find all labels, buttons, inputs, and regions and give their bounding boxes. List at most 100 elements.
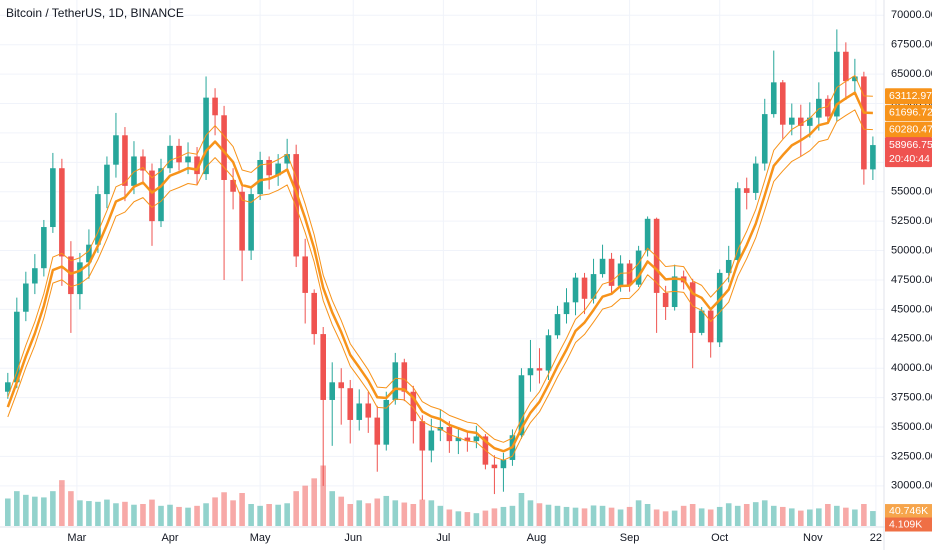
volume-bar [302, 485, 308, 526]
price-label-box [885, 137, 932, 168]
candle-body [635, 250, 642, 285]
candle-body [131, 156, 137, 186]
candle-body [113, 135, 119, 165]
candle-body [50, 168, 56, 228]
volume-label: 40.746K [889, 505, 928, 517]
candle-body [401, 362, 408, 392]
volume-bar [653, 509, 660, 526]
candle-body [95, 194, 101, 245]
y-tick-label: 52500.00 [891, 215, 932, 227]
x-tick-label: Jul [436, 532, 450, 544]
volume-bar [32, 496, 38, 526]
volume-bar [374, 498, 381, 526]
y-tick-label: 67500.00 [891, 39, 932, 51]
volume-bar [320, 465, 326, 526]
volume-bar [221, 492, 227, 526]
volume-bar [599, 505, 606, 526]
ma-upper-line [7, 75, 873, 443]
candle-body [311, 292, 317, 335]
volume-bar [536, 503, 543, 526]
candle-body [158, 168, 164, 222]
candle-body [825, 98, 831, 117]
candle-body [293, 154, 299, 257]
volume-bar [843, 507, 849, 526]
candle-body [77, 262, 83, 295]
volume-bar [419, 499, 426, 526]
candle-body [554, 314, 561, 336]
candle-body [194, 156, 200, 175]
volume-bar [113, 503, 119, 526]
candle-body [284, 154, 290, 164]
volume-bar [293, 491, 299, 526]
candle-body [464, 437, 471, 442]
candle-body [356, 403, 363, 420]
volume-bar [167, 504, 173, 526]
candle-body [779, 82, 786, 125]
y-tick-label: 35000.00 [891, 421, 932, 433]
candle-body [518, 375, 525, 436]
y-tick-label: 40000.00 [891, 362, 932, 374]
candle-body [5, 382, 11, 392]
ma-middle-line [6, 91, 873, 453]
candle-body [761, 114, 768, 164]
volume-bar [437, 505, 444, 526]
volume-bar [563, 506, 570, 526]
candle-body [725, 259, 732, 273]
candle-body [365, 403, 372, 418]
volume-bar [590, 505, 597, 526]
candle-body [104, 164, 110, 195]
candle-body [176, 145, 182, 163]
candle-body [221, 115, 227, 180]
axes: 30000.00 32500.00 35000.00 37500.00 40000.00… [67, 9, 932, 544]
candle-body [230, 179, 236, 192]
volume-bar [248, 504, 254, 526]
volume-bar [852, 509, 858, 526]
plot-area [5, 29, 876, 526]
volume-bar [410, 504, 417, 526]
volume-bar [554, 505, 561, 526]
candle-body [870, 145, 876, 170]
volume-bar [68, 491, 74, 526]
volume-bar [725, 503, 732, 526]
volume-bar [491, 508, 498, 526]
x-tick-label: Apr [161, 532, 178, 544]
y-tick-label: 30000.00 [891, 480, 932, 492]
candle-body [816, 98, 822, 118]
volume-bar [23, 494, 29, 526]
candle-body [689, 282, 696, 333]
volume-bar [752, 502, 759, 526]
volume-bar [779, 506, 786, 526]
volume-bar [5, 498, 11, 526]
candle-body [302, 256, 308, 293]
volume-bar [194, 505, 200, 526]
price-label-box [885, 121, 932, 138]
candle-body [419, 421, 426, 451]
candle-body [743, 188, 750, 193]
candle-body [500, 459, 507, 469]
volume-label: 4.109K [889, 518, 922, 530]
volume-bar [743, 504, 750, 526]
volume-bar [608, 507, 615, 526]
y-tick-label: 65000.00 [891, 68, 932, 80]
volume-bar [239, 493, 245, 526]
candle-body [167, 145, 173, 169]
volume-bar [446, 509, 453, 526]
volume-bar [689, 504, 696, 526]
candle-body [212, 97, 218, 116]
volume-bar [14, 491, 20, 526]
candle-body [527, 368, 534, 376]
volume-bar [95, 501, 101, 526]
volume-bar [383, 495, 390, 526]
volume-bar [356, 500, 363, 526]
candle-body [734, 188, 741, 260]
candle-body [86, 244, 92, 263]
countdown: 20:40:44 [889, 153, 930, 165]
volume-bar [59, 480, 65, 526]
volume-bar [572, 507, 579, 526]
y-tick-label: 70000.00 [891, 9, 932, 21]
candle-body [410, 391, 417, 422]
volume-bar [131, 504, 137, 526]
candle-body [852, 76, 858, 82]
volume-bar [788, 508, 795, 526]
